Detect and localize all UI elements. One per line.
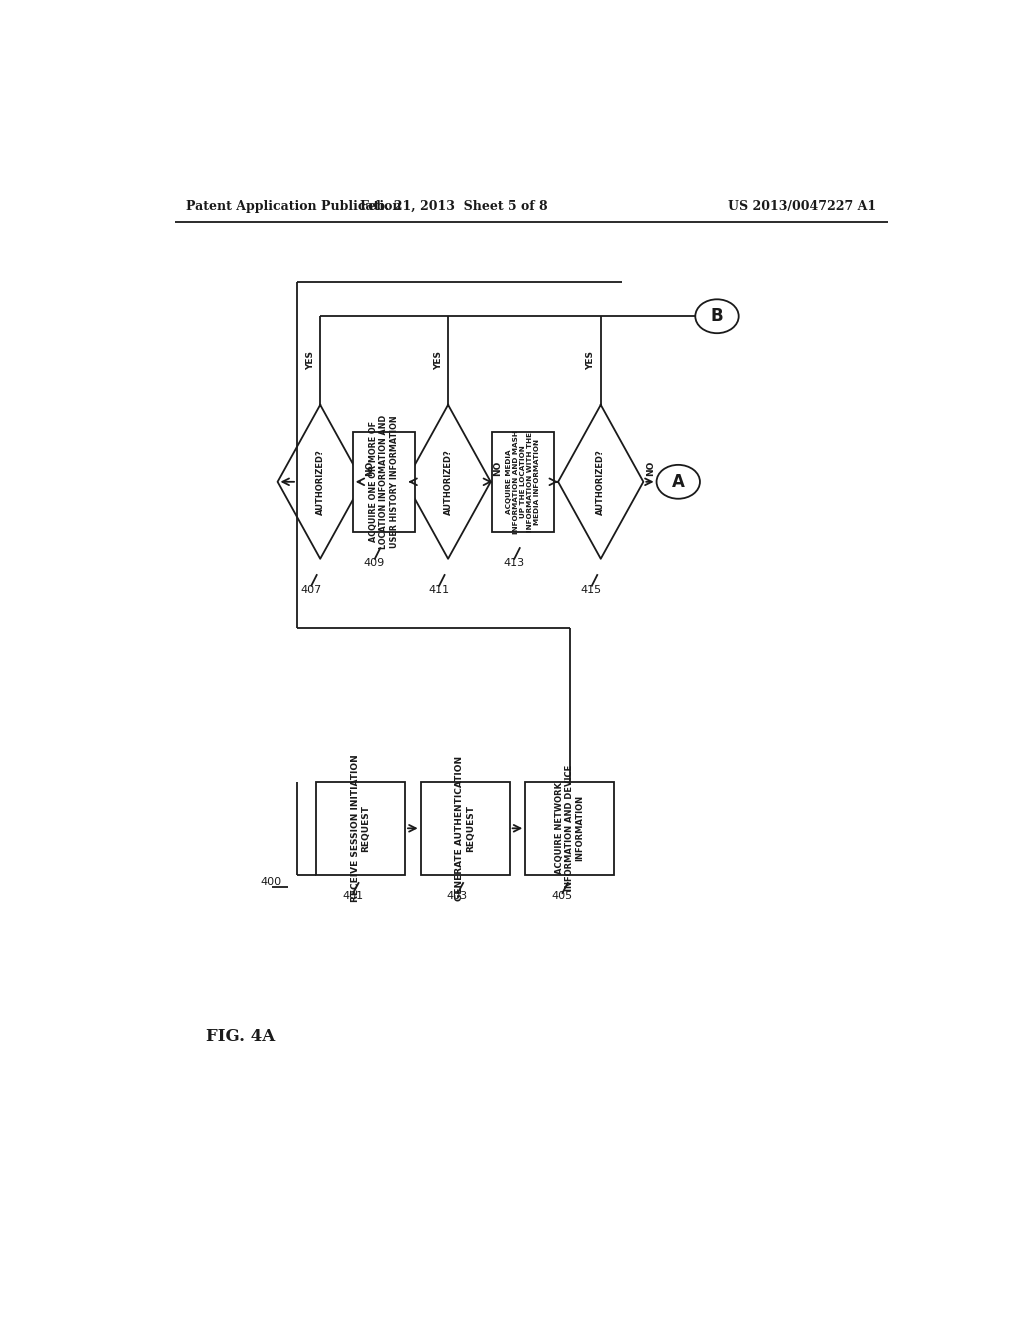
Text: 401: 401 bbox=[342, 891, 364, 902]
Text: US 2013/0047227 A1: US 2013/0047227 A1 bbox=[728, 199, 877, 213]
Text: NO: NO bbox=[366, 461, 374, 475]
Text: 409: 409 bbox=[364, 557, 385, 568]
Ellipse shape bbox=[695, 300, 738, 333]
Text: Feb. 21, 2013  Sheet 5 of 8: Feb. 21, 2013 Sheet 5 of 8 bbox=[359, 199, 547, 213]
FancyBboxPatch shape bbox=[316, 781, 406, 875]
Text: 403: 403 bbox=[446, 891, 468, 902]
Text: AUTHORIZED?: AUTHORIZED? bbox=[315, 449, 325, 515]
Text: ACQUIRE NETWORK
INFORMATION AND DEVICE
INFORMATION: ACQUIRE NETWORK INFORMATION AND DEVICE I… bbox=[555, 766, 585, 891]
Text: AUTHORIZED?: AUTHORIZED? bbox=[443, 449, 453, 515]
Text: Patent Application Publication: Patent Application Publication bbox=[186, 199, 401, 213]
Text: NO: NO bbox=[646, 461, 654, 475]
Text: B: B bbox=[711, 308, 723, 325]
FancyBboxPatch shape bbox=[525, 781, 614, 875]
Text: GENERATE AUTHENTICATION
REQUEST: GENERATE AUTHENTICATION REQUEST bbox=[456, 756, 475, 900]
Text: 400: 400 bbox=[260, 878, 282, 887]
Text: YES: YES bbox=[433, 351, 442, 370]
Text: 405: 405 bbox=[552, 891, 572, 902]
Text: AUTHORIZED?: AUTHORIZED? bbox=[596, 449, 605, 515]
Text: 411: 411 bbox=[428, 585, 450, 594]
Text: FIG. 4A: FIG. 4A bbox=[206, 1028, 274, 1044]
Text: ACQUIRE MEDIA
INFORMATION AND MASH
UP THE LOCATION
INFORMATION WITH THE
MEDIA IN: ACQUIRE MEDIA INFORMATION AND MASH UP TH… bbox=[506, 430, 541, 533]
Text: NO: NO bbox=[493, 461, 502, 475]
Text: ACQUIRE ONE OR MORE OF
LOCATION INFORMATION AND
USER HISTORY INFORMATION: ACQUIRE ONE OR MORE OF LOCATION INFORMAT… bbox=[369, 414, 398, 549]
Text: RECEIVE SESSION INITIATION
REQUEST: RECEIVE SESSION INITIATION REQUEST bbox=[351, 755, 371, 902]
Text: 407: 407 bbox=[300, 585, 322, 594]
Text: A: A bbox=[672, 473, 685, 491]
Ellipse shape bbox=[656, 465, 700, 499]
Text: 413: 413 bbox=[504, 557, 524, 568]
FancyBboxPatch shape bbox=[421, 781, 510, 875]
Text: 415: 415 bbox=[581, 585, 602, 594]
FancyBboxPatch shape bbox=[352, 432, 415, 532]
FancyBboxPatch shape bbox=[493, 432, 554, 532]
Text: YES: YES bbox=[306, 351, 314, 370]
Text: YES: YES bbox=[587, 351, 595, 370]
